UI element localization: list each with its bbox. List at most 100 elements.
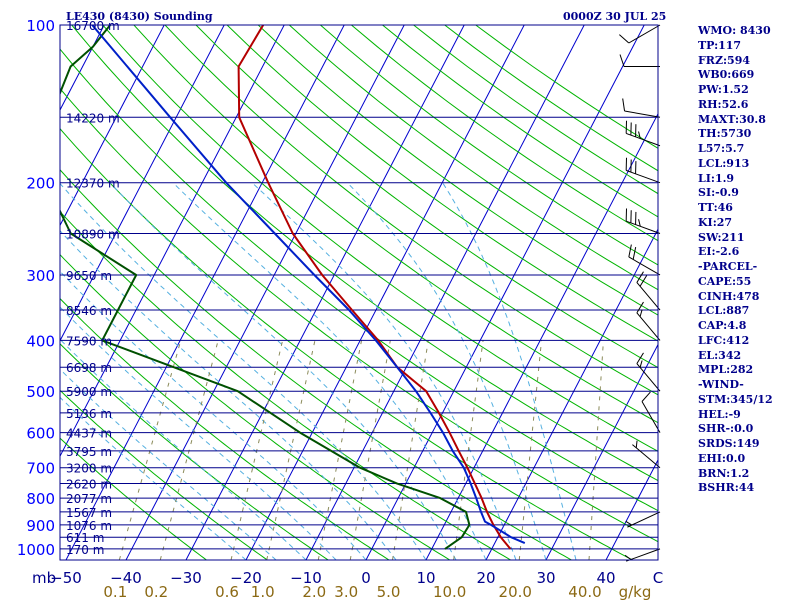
pressure-label: 100 <box>26 17 55 35</box>
index-item: STM:345/12 <box>698 392 773 406</box>
wind-barb-feather <box>636 301 644 314</box>
valid-time: 0000Z 30 JUL 25 <box>563 10 667 23</box>
height-label: 3200 m <box>66 462 112 476</box>
pressure-label: 1000 <box>17 541 55 559</box>
mixing-ratio-tick-label: 10.0 <box>433 583 466 600</box>
dry-adiabat <box>60 389 268 560</box>
index-item: SW:211 <box>698 230 745 244</box>
moist-adiabat <box>60 306 337 560</box>
dry-adiabat <box>60 87 658 543</box>
index-item: CAPE:55 <box>698 274 752 288</box>
wind-barb-feather <box>625 520 633 526</box>
index-item: LFC:412 <box>698 333 750 347</box>
moist-adiabat <box>60 396 247 560</box>
index-item: CAP:4.8 <box>698 319 747 332</box>
mixing-ratio-tick-label: 2.0 <box>302 583 326 600</box>
mixing-ratio-line <box>392 340 429 560</box>
isotherm-line <box>185 25 465 560</box>
temperature-tick-label: −40 <box>110 569 142 587</box>
height-label: 611 m <box>66 531 104 545</box>
wind-barb-feather <box>639 360 643 368</box>
dry-adiabat <box>60 343 329 560</box>
wind-barb-feather <box>619 54 625 67</box>
index-item: KI:27 <box>698 215 733 229</box>
mixing-ratio-line <box>159 340 219 560</box>
moist-adiabat <box>60 368 277 560</box>
index-item: WMO: 8430 <box>698 24 771 37</box>
mixing-ratio-line <box>317 340 363 560</box>
dry-adiabat <box>60 297 390 560</box>
wind-barb-staff <box>627 511 661 528</box>
height-label: 3795 m <box>66 445 112 459</box>
index-item: CINH:478 <box>698 289 760 303</box>
plot-frame <box>59 24 659 561</box>
temperature-tick-label: −20 <box>230 569 262 587</box>
wind-barb <box>632 440 661 469</box>
mixing-ratio-line <box>266 340 316 560</box>
dry-adiabat <box>164 25 658 396</box>
mixing-ratio-line <box>453 340 484 560</box>
isotherm-line <box>365 25 645 560</box>
dry-adiabat <box>60 48 658 512</box>
height-label: 10890 m <box>66 227 120 241</box>
wind-barb-feather <box>632 246 637 260</box>
pressure-label: 300 <box>26 267 55 285</box>
wind-barb-feather <box>636 352 644 364</box>
pressure-label: 400 <box>26 332 55 350</box>
wind-barb-feather <box>638 131 641 139</box>
temperature-tick-label: −10 <box>290 569 322 587</box>
index-item: TP:117 <box>698 38 742 52</box>
isotherm-line <box>60 25 285 458</box>
dry-adiabat <box>195 25 658 369</box>
wind-barb <box>641 391 661 433</box>
wind-barb <box>625 511 661 528</box>
wind-barb-feather <box>641 391 651 402</box>
temperature-tick-label: 0 <box>361 569 371 587</box>
wind-barb-feather <box>622 98 626 112</box>
index-item: HEL:-9 <box>698 407 741 421</box>
mixing-ratio-line <box>349 340 391 560</box>
wind-barb-staff <box>624 110 661 118</box>
index-item: SI:-0.9 <box>698 186 739 200</box>
temperature-tick-label: 40 <box>596 569 615 587</box>
index-item: SRDS:149 <box>698 437 760 450</box>
dry-adiabat <box>60 253 451 560</box>
index-item: PW:1.52 <box>698 83 749 96</box>
pressure-label: 800 <box>26 490 55 508</box>
wind-barb-staff <box>636 312 661 341</box>
height-label: 5136 m <box>66 407 112 421</box>
index-item: LCL:913 <box>698 156 750 170</box>
pressure-label: 200 <box>26 175 55 193</box>
isotherm-line <box>605 458 658 560</box>
index-item: BSHR:44 <box>698 481 755 495</box>
wind-barb <box>622 98 661 118</box>
height-label: 2620 m <box>66 477 112 491</box>
index-item: MPL:282 <box>698 363 754 377</box>
height-label: 12370 m <box>66 177 120 191</box>
height-label: 14220 m <box>66 111 120 125</box>
temperature-unit: C <box>653 569 663 587</box>
wind-barbs <box>619 24 661 562</box>
isotherm-line <box>545 343 658 560</box>
temperature-tick-label: 20 <box>476 569 495 587</box>
wind-barb-feather <box>638 219 641 227</box>
temperature-profile <box>237 25 512 550</box>
dry-adiabat <box>226 25 658 342</box>
wind-barb <box>636 271 661 311</box>
index-item: -PARCEL- <box>698 260 758 273</box>
height-label: 9650 m <box>66 269 112 283</box>
index-item: BRN:1.2 <box>698 466 750 480</box>
index-item: -WIND- <box>698 378 744 391</box>
moist-adiabat <box>60 338 307 560</box>
wind-barb-feather <box>639 275 648 287</box>
moist-adiabat <box>251 182 517 560</box>
wind-barb <box>619 54 660 67</box>
index-item: LI:1.9 <box>698 171 735 185</box>
index-item: FRZ:594 <box>698 53 751 67</box>
dry-adiabat <box>71 25 658 482</box>
mixing-ratio-tick-label: 0.1 <box>103 583 127 600</box>
wind-barb-feather <box>636 271 644 283</box>
height-label: 4437 m <box>66 427 112 441</box>
